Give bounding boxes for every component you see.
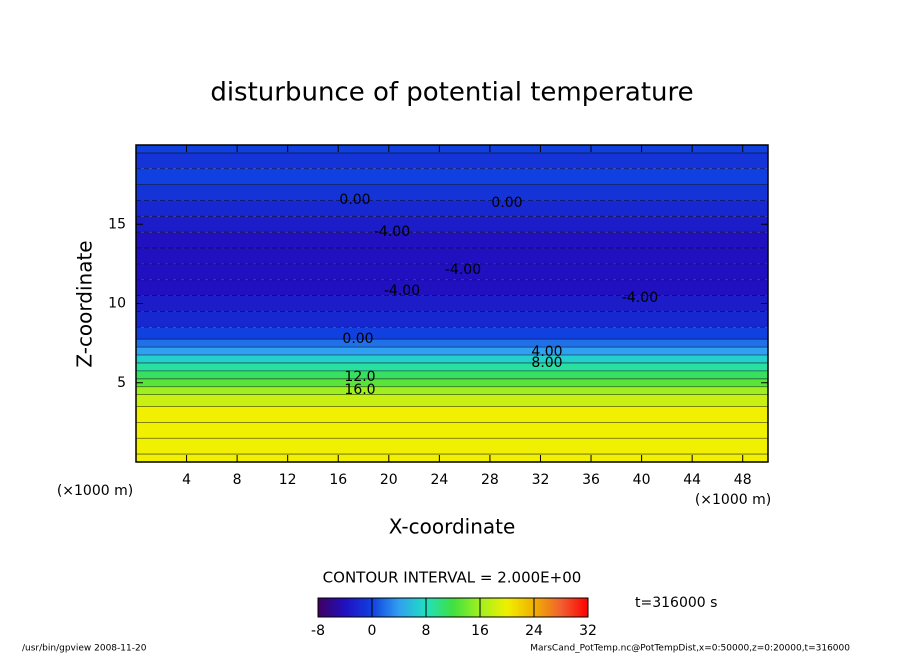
x-unit: (×1000 m) [57, 483, 133, 499]
y-tick-label: 10 [108, 296, 126, 312]
field-band [136, 311, 768, 328]
footer: MarsCand_PotTemp.nc@PotTempDist,x=0:5000… [530, 644, 850, 654]
x-tick-label: 48 [734, 472, 752, 488]
field-band [136, 279, 768, 296]
field-band [136, 232, 768, 249]
x-unit: (×1000 m) [695, 492, 771, 508]
contour-label: 16.0 [344, 382, 375, 398]
y-tick-label: 15 [108, 216, 126, 232]
contour-label: -4.00 [384, 283, 420, 299]
field-band [136, 145, 768, 153]
x-label: X-coordinate [389, 515, 516, 539]
x-tick-label: 20 [380, 472, 398, 488]
field-band [136, 355, 768, 363]
field-band [136, 152, 768, 169]
field-band [136, 184, 768, 201]
field-band [136, 406, 768, 423]
x-tick-label: 16 [329, 472, 347, 488]
x-tick-label: 32 [532, 472, 550, 488]
x-tick-label: 36 [582, 472, 600, 488]
x-tick-label: 8 [233, 472, 242, 488]
chart-title: disturbunce of potential temperature [210, 78, 693, 108]
field-band [136, 422, 768, 439]
colorbar-tick-label: 8 [422, 623, 431, 639]
y-label: Z-coordinate [73, 240, 97, 367]
footer: /usr/bin/gpview 2008-11-20 [22, 644, 147, 654]
colorbar-tick-label: 16 [471, 623, 489, 639]
x-tick-label: 12 [279, 472, 297, 488]
field-band [136, 216, 768, 233]
field-band [136, 295, 768, 312]
contour-interval: CONTOUR INTERVAL = 2.000E+00 [323, 569, 582, 587]
contour-label: 8.00 [531, 355, 562, 371]
time-label: t=316000 s [635, 595, 717, 611]
contour-label: 4.00 [531, 344, 562, 360]
contour-label: 12.0 [344, 369, 375, 385]
field-band [136, 248, 768, 264]
contour-label: 0.00 [342, 331, 373, 347]
colorbar-tick-label: 0 [368, 623, 377, 639]
field-band [136, 168, 768, 185]
x-tick-label: 28 [481, 472, 499, 488]
field-band [136, 438, 768, 455]
contour-label: 0.00 [339, 192, 370, 208]
field-band [136, 378, 768, 387]
field-band [136, 347, 768, 356]
field-band [136, 339, 768, 348]
contour-label: 0.00 [491, 195, 522, 211]
x-tick-label: 40 [633, 472, 651, 488]
colorbar-tick-label: 24 [525, 623, 543, 639]
field-band [136, 454, 768, 462]
x-tick-label: 4 [182, 472, 191, 488]
colorbar [317, 597, 589, 618]
field-band [136, 327, 768, 340]
x-tick-label: 24 [430, 472, 448, 488]
field-band [136, 386, 768, 395]
contour-label: -4.00 [374, 224, 410, 240]
field-band [136, 362, 768, 371]
field-band [136, 394, 768, 407]
field-band [136, 263, 768, 280]
field-band [136, 370, 768, 379]
colorbar-tick-label: -8 [311, 623, 325, 639]
colorbar-tick-label: 32 [579, 623, 597, 639]
contour-label: -4.00 [622, 290, 658, 306]
y-tick-label: 5 [117, 375, 126, 391]
x-tick-label: 44 [683, 472, 701, 488]
contour-label: -4.00 [445, 262, 481, 278]
field-band [136, 200, 768, 217]
